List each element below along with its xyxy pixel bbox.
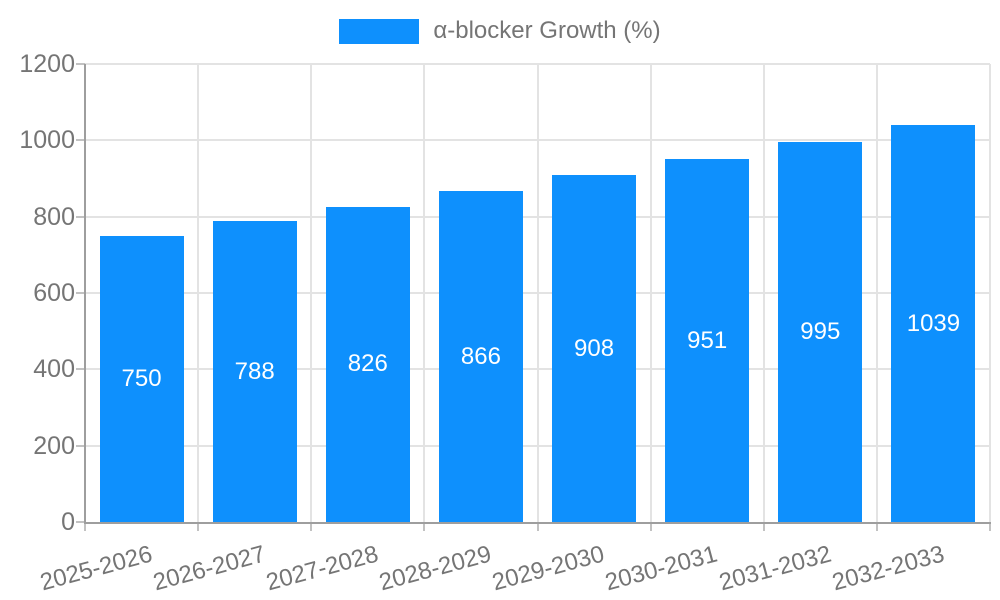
x-tick-label: 2032-2033 [828, 540, 947, 597]
bar [212, 221, 297, 522]
y-tick-label: 600 [33, 279, 75, 307]
y-tick-label: 200 [33, 431, 75, 460]
bar [778, 142, 863, 522]
bar [99, 235, 184, 522]
v-gridline [989, 64, 991, 522]
x-tick-mark [536, 522, 539, 531]
v-gridline [649, 64, 652, 522]
bar-value-label: 908 [574, 334, 615, 362]
y-axis-line [84, 64, 86, 522]
y-tick-mark [76, 63, 85, 65]
y-tick-mark [76, 292, 85, 294]
y-tick-mark [76, 368, 85, 371]
bar [665, 159, 750, 522]
y-tick-label: 1000 [19, 126, 75, 155]
x-tick-mark [649, 522, 652, 531]
y-tick-label: 0 [61, 508, 75, 536]
legend-label: α-blocker Growth (%) [433, 17, 661, 44]
x-tick-mark [310, 522, 313, 531]
v-gridline [536, 64, 539, 522]
y-tick-mark [76, 139, 85, 142]
bar [891, 125, 976, 522]
x-tick-label: 2028-2029 [376, 540, 495, 597]
bar-value-label: 995 [800, 318, 841, 346]
bar-value-label: 826 [347, 350, 388, 378]
bar-value-label: 951 [687, 326, 728, 354]
x-tick-mark [875, 522, 878, 531]
x-tick-label: 2029-2030 [489, 540, 608, 597]
v-gridline [310, 64, 313, 522]
bar-value-label: 788 [234, 357, 275, 385]
x-tick-mark [423, 522, 426, 531]
bar-value-label: 750 [121, 364, 162, 392]
y-tick-label: 800 [33, 202, 75, 231]
x-tick-label: 2025-2026 [37, 540, 155, 597]
x-axis-line [84, 522, 991, 524]
legend[interactable]: α-blocker Growth (%) [0, 17, 1000, 45]
y-tick-label: 400 [33, 355, 75, 384]
legend-swatch [339, 18, 420, 44]
y-tick-label: 1200 [19, 50, 75, 78]
x-tick-mark [989, 522, 991, 531]
bar [552, 175, 637, 522]
x-tick-label: 2031-2032 [715, 540, 834, 597]
bar [325, 206, 410, 522]
x-tick-mark [84, 522, 86, 531]
bar-value-label: 866 [460, 342, 501, 370]
x-tick-mark [197, 522, 200, 531]
v-gridline [197, 64, 200, 522]
v-gridline [423, 64, 426, 522]
y-tick-mark [76, 521, 85, 523]
bar-value-label: 1039 [906, 309, 961, 337]
v-gridline [762, 64, 765, 522]
x-tick-mark [762, 522, 765, 531]
y-tick-mark [76, 444, 85, 447]
bar [438, 191, 523, 522]
y-tick-mark [76, 215, 85, 218]
x-tick-label: 2026-2027 [150, 540, 269, 597]
x-tick-label: 2027-2028 [263, 540, 382, 597]
x-tick-label: 2030-2031 [602, 540, 721, 597]
v-gridline [875, 64, 878, 522]
